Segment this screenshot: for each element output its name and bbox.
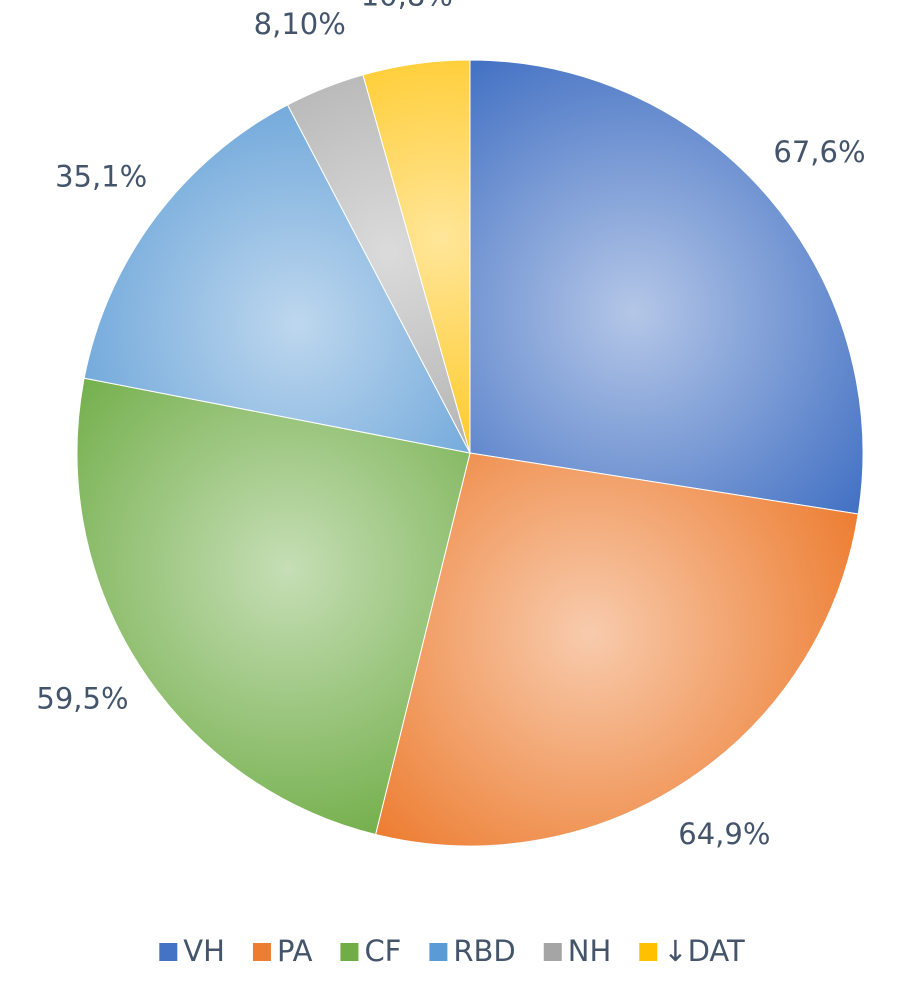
slice-shade (375, 453, 859, 846)
legend-swatch (159, 943, 178, 961)
slice-shade (470, 60, 863, 514)
legend-label: RBD (453, 934, 515, 968)
slice-shade (287, 74, 470, 454)
legend-swatch (639, 943, 658, 961)
data-label: 35,1% (55, 159, 147, 193)
legend-swatch (543, 943, 562, 961)
legend-swatch (429, 943, 448, 961)
data-label: 8,10% (254, 7, 346, 41)
legend-swatch (340, 943, 359, 961)
legend-label: PA (277, 934, 313, 968)
data-label: 67,6% (773, 135, 865, 169)
legend-label: ↓DAT (663, 934, 745, 968)
legend-label: VH (183, 934, 225, 968)
legend-label: NH (568, 934, 612, 968)
slice-shade (84, 104, 470, 453)
legend-swatch (252, 943, 271, 961)
slice-shade (77, 378, 470, 835)
slice-shade (362, 60, 470, 453)
data-label: 59,5% (36, 681, 128, 715)
data-label: 10,8% (361, 0, 453, 13)
data-label: 64,9% (678, 817, 770, 851)
legend-label: CF (364, 934, 401, 968)
